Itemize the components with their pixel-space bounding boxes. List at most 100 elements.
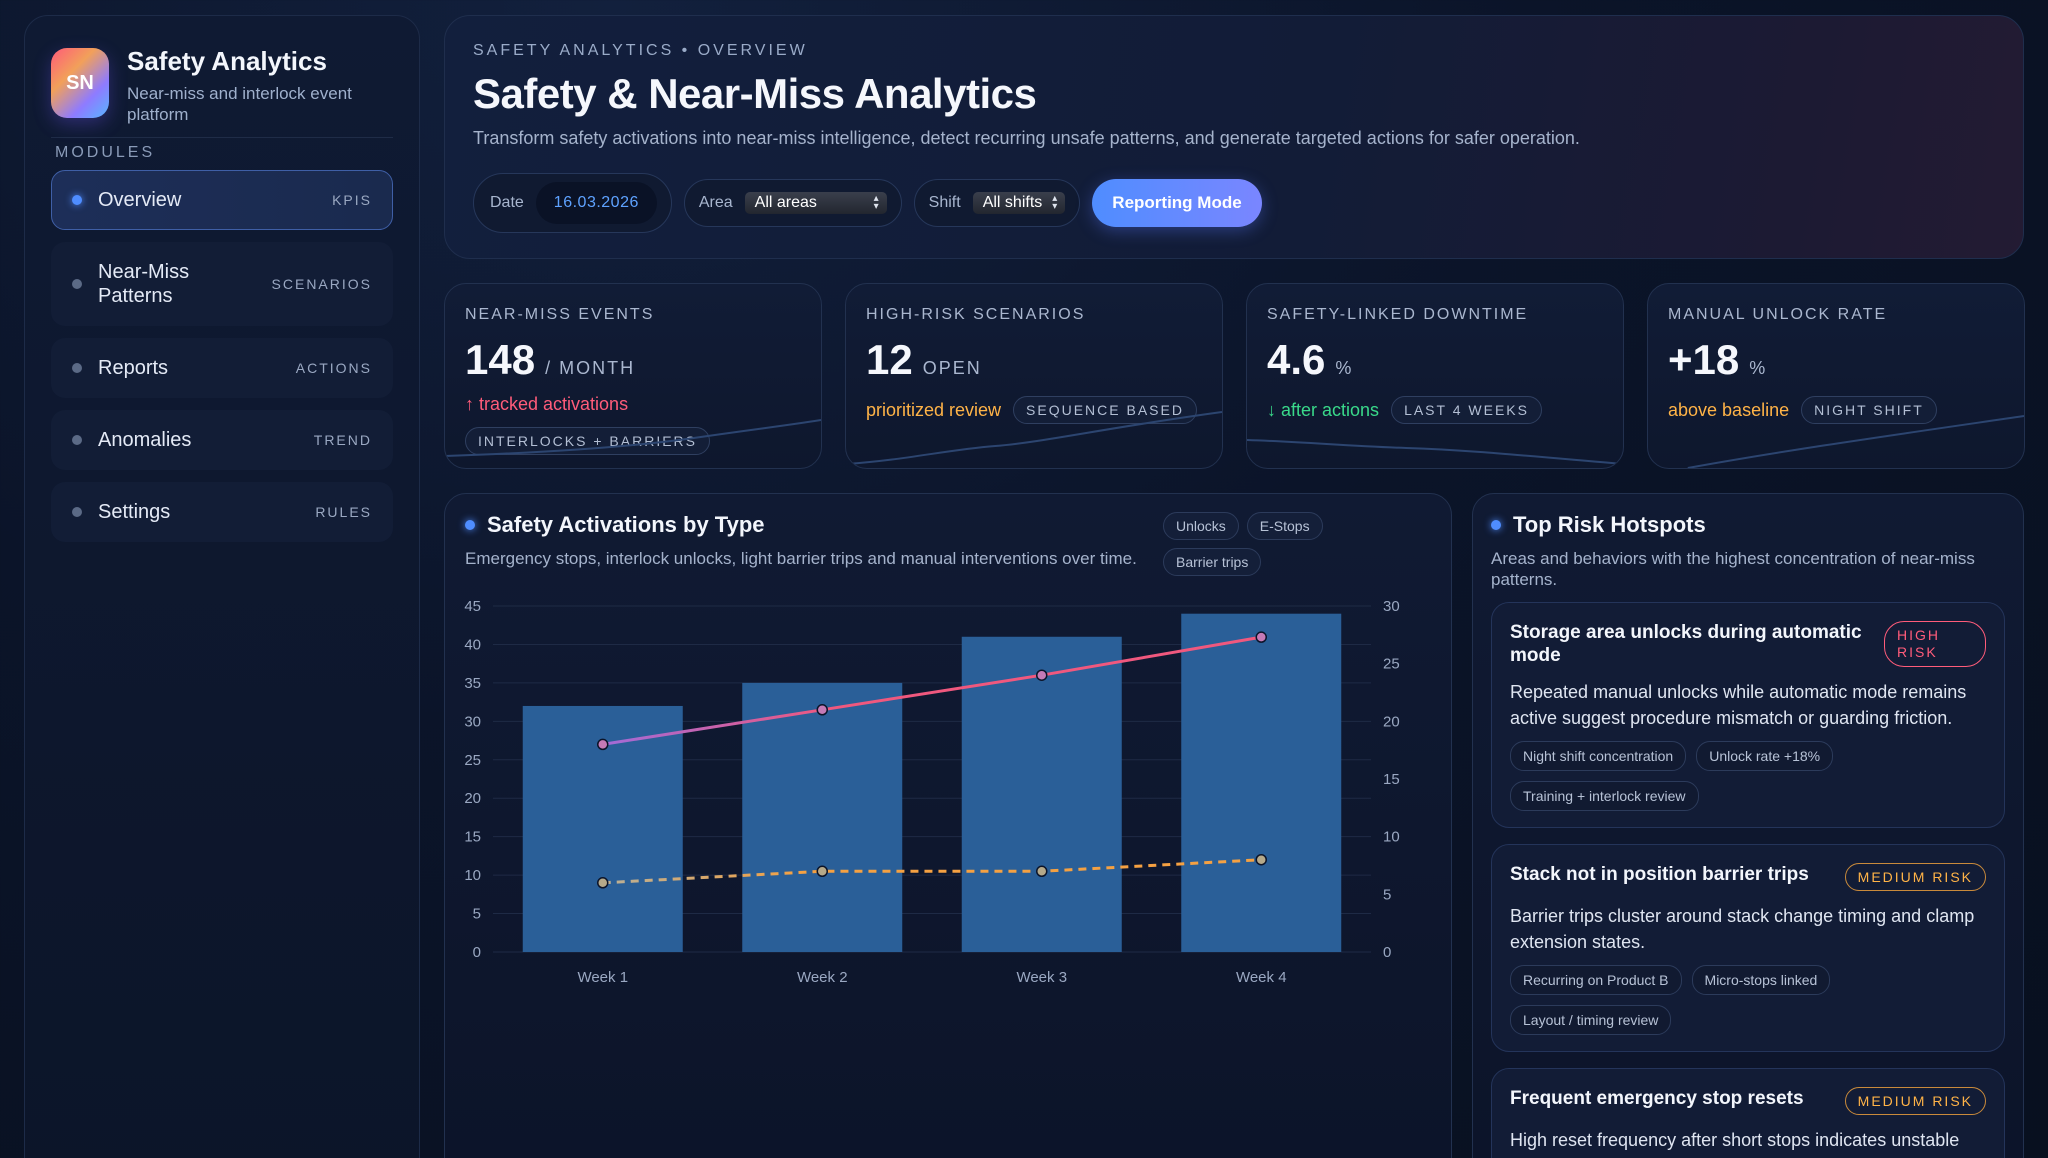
sparkline-icon <box>1687 415 2024 468</box>
sparkline-icon <box>846 411 1222 465</box>
hotspots-description: Areas and behaviors with the highest con… <box>1491 549 1975 589</box>
page-header: SAFETY ANALYTICS • OVERVIEW Safety & Nea… <box>444 15 2024 259</box>
sidebar-item-label: Overview <box>98 189 182 211</box>
kpi-label: NEAR-MISS EVENTS <box>465 306 655 323</box>
nav-dot-icon <box>72 363 82 373</box>
risk-badge: HIGH RISK <box>1884 621 1986 667</box>
kpi-card-safety-linked-downtime: SAFETY-LINKED DOWNTIME 4.6 % ↓ after act… <box>1246 283 1624 469</box>
bar <box>742 682 903 952</box>
area-select-value: All areas <box>754 194 817 211</box>
sidebar-item-label: Settings <box>98 501 171 523</box>
x-tick-label: Week 2 <box>797 969 848 986</box>
hotspot-title: Stack not in position barrier trips <box>1510 864 1809 885</box>
modules-label: MODULES <box>55 144 156 161</box>
legend-chip-barrier-trips[interactable]: Barrier trips <box>1163 548 1262 576</box>
kpi-pill: LAST 4 WEEKS <box>1391 396 1542 424</box>
reporting-mode-button[interactable]: Reporting Mode <box>1092 179 1262 227</box>
dot-icon <box>465 520 475 530</box>
y-left-tick-label: 5 <box>473 906 481 923</box>
hotspot-tag: Recurring on Product B <box>1510 965 1682 995</box>
kpi-note: above baseline <box>1668 399 1790 420</box>
sidebar-item-label: Near-Miss Patterns <box>98 261 190 307</box>
hotspot-card[interactable]: Storage area unlocks during automatic mo… <box>1491 602 2005 828</box>
chart-legend: Unlocks E-Stops Barrier trips <box>1163 512 1343 576</box>
hotspot-tag: Night shift concentration <box>1510 741 1687 771</box>
breadcrumb: SAFETY ANALYTICS • OVERVIEW <box>473 42 808 59</box>
sidebar: SN Safety Analytics Near-miss and interl… <box>24 15 420 1158</box>
hotspot-body: Repeated manual unlocks while automatic … <box>1510 682 1967 728</box>
y-left-tick-label: 20 <box>464 790 481 807</box>
legend-chip-unlocks[interactable]: Unlocks <box>1163 512 1239 540</box>
series-point <box>597 738 609 751</box>
kpi-label: SAFETY-LINKED DOWNTIME <box>1267 306 1529 323</box>
sidebar-divider <box>51 137 393 138</box>
area-select[interactable]: All areas ▴ ▾ <box>744 192 887 214</box>
sidebar-item-reports[interactable]: Reports ACTIONS <box>51 338 393 398</box>
activations-chart: 0 5 10 15 20 25 30 35 40 45 0 5 10 15 20 25 30 Week 1 Week… <box>464 598 1400 986</box>
brand-subtitle: Near-miss and interlock event platform <box>127 84 352 124</box>
y-right-tick-label: 5 <box>1383 886 1391 903</box>
y-right-tick-label: 10 <box>1383 829 1400 846</box>
kpi-pill: NIGHT SHIFT <box>1801 396 1937 424</box>
kpi-note: prioritized review <box>866 399 1002 420</box>
sidebar-item-near-miss-patterns[interactable]: Near-Miss Patterns SCENARIOS <box>51 242 393 326</box>
shift-select[interactable]: All shifts ▴ ▾ <box>972 192 1066 214</box>
series-point <box>597 877 609 889</box>
sidebar-item-anomalies[interactable]: Anomalies TREND <box>51 410 393 470</box>
y-left-tick-label: 30 <box>464 713 481 730</box>
y-left-tick-label: 10 <box>464 867 481 884</box>
hotspot-tag: Unlock rate +18% <box>1696 741 1834 771</box>
sidebar-item-label: Reports <box>98 357 169 379</box>
dot-icon <box>1491 520 1501 530</box>
y-left-tick-label: 45 <box>464 598 481 615</box>
nav-dot-icon <box>72 435 82 445</box>
legend-chip-e-stops[interactable]: E-Stops <box>1246 512 1323 540</box>
kpi-unit: % <box>1335 358 1354 378</box>
kpi-value: +18 <box>1668 336 1740 383</box>
sidebar-item-tag: SCENARIOS <box>271 276 372 292</box>
chart-title: Safety Activations by Type <box>487 512 765 537</box>
page-title: Safety & Near-Miss Analytics <box>473 70 1037 117</box>
kpi-note: ↓ after actions <box>1267 399 1380 420</box>
y-right-tick-label: 30 <box>1383 598 1400 615</box>
hotspot-card[interactable]: Frequent emergency stop resets MEDIUM RI… <box>1491 1068 2005 1158</box>
series-line <box>602 635 1262 746</box>
sidebar-item-label: Anomalies <box>98 429 192 451</box>
series-line <box>602 858 1262 885</box>
chevron-updown-icon: ▴ ▾ <box>873 193 879 212</box>
kpi-label: MANUAL UNLOCK RATE <box>1668 306 1888 323</box>
date-filter[interactable]: Date 16.03.2026 <box>473 173 672 233</box>
risk-badge: MEDIUM RISK <box>1844 863 1986 891</box>
y-right-tick-label: 0 <box>1383 944 1391 961</box>
kpi-value: 12 <box>866 336 913 383</box>
shift-filter[interactable]: Shift All shifts ▴ ▾ <box>913 179 1081 227</box>
nav-dot-icon <box>72 195 82 205</box>
series-point <box>816 704 828 716</box>
hotspot-card[interactable]: Stack not in position barrier trips MEDI… <box>1491 844 2005 1052</box>
chart-description: Emergency stops, interlock unlocks, ligh… <box>465 549 1137 568</box>
series-point <box>1036 865 1048 878</box>
hotspot-tag: Layout / timing review <box>1510 1005 1672 1035</box>
bar <box>961 636 1122 952</box>
x-tick-label: Week 4 <box>1236 969 1287 986</box>
series-point <box>1255 853 1267 866</box>
page-description: Transform safety activations into near-m… <box>473 128 1580 148</box>
sidebar-item-settings[interactable]: Settings RULES <box>51 482 393 542</box>
shift-label: Shift <box>928 194 961 211</box>
series-point <box>1255 631 1267 643</box>
area-filter[interactable]: Area All areas ▴ ▾ <box>683 179 902 227</box>
hotspot-tag: Training + interlock review <box>1510 781 1699 811</box>
sidebar-item-tag: KPIS <box>332 192 372 208</box>
brand: SN Safety Analytics Near-miss and interl… <box>51 44 393 125</box>
sparkline-icon <box>1247 439 1623 465</box>
hotspot-body: Barrier trips cluster around stack chang… <box>1510 906 1975 952</box>
nav-dot-icon <box>72 279 82 289</box>
risk-badge: MEDIUM RISK <box>1844 1087 1986 1115</box>
chart-panel: Safety Activations by Type Emergency sto… <box>444 493 1452 1158</box>
hotspot-title: Storage area unlocks during automatic mo… <box>1510 622 1862 666</box>
kpi-note: ↑ tracked activations <box>465 394 629 414</box>
date-input[interactable]: 16.03.2026 <box>535 182 657 224</box>
hotspot-title: Frequent emergency stop resets <box>1510 1088 1804 1109</box>
kpi-label: HIGH-RISK SCENARIOS <box>866 306 1086 323</box>
sidebar-item-overview[interactable]: Overview KPIS <box>51 170 393 230</box>
